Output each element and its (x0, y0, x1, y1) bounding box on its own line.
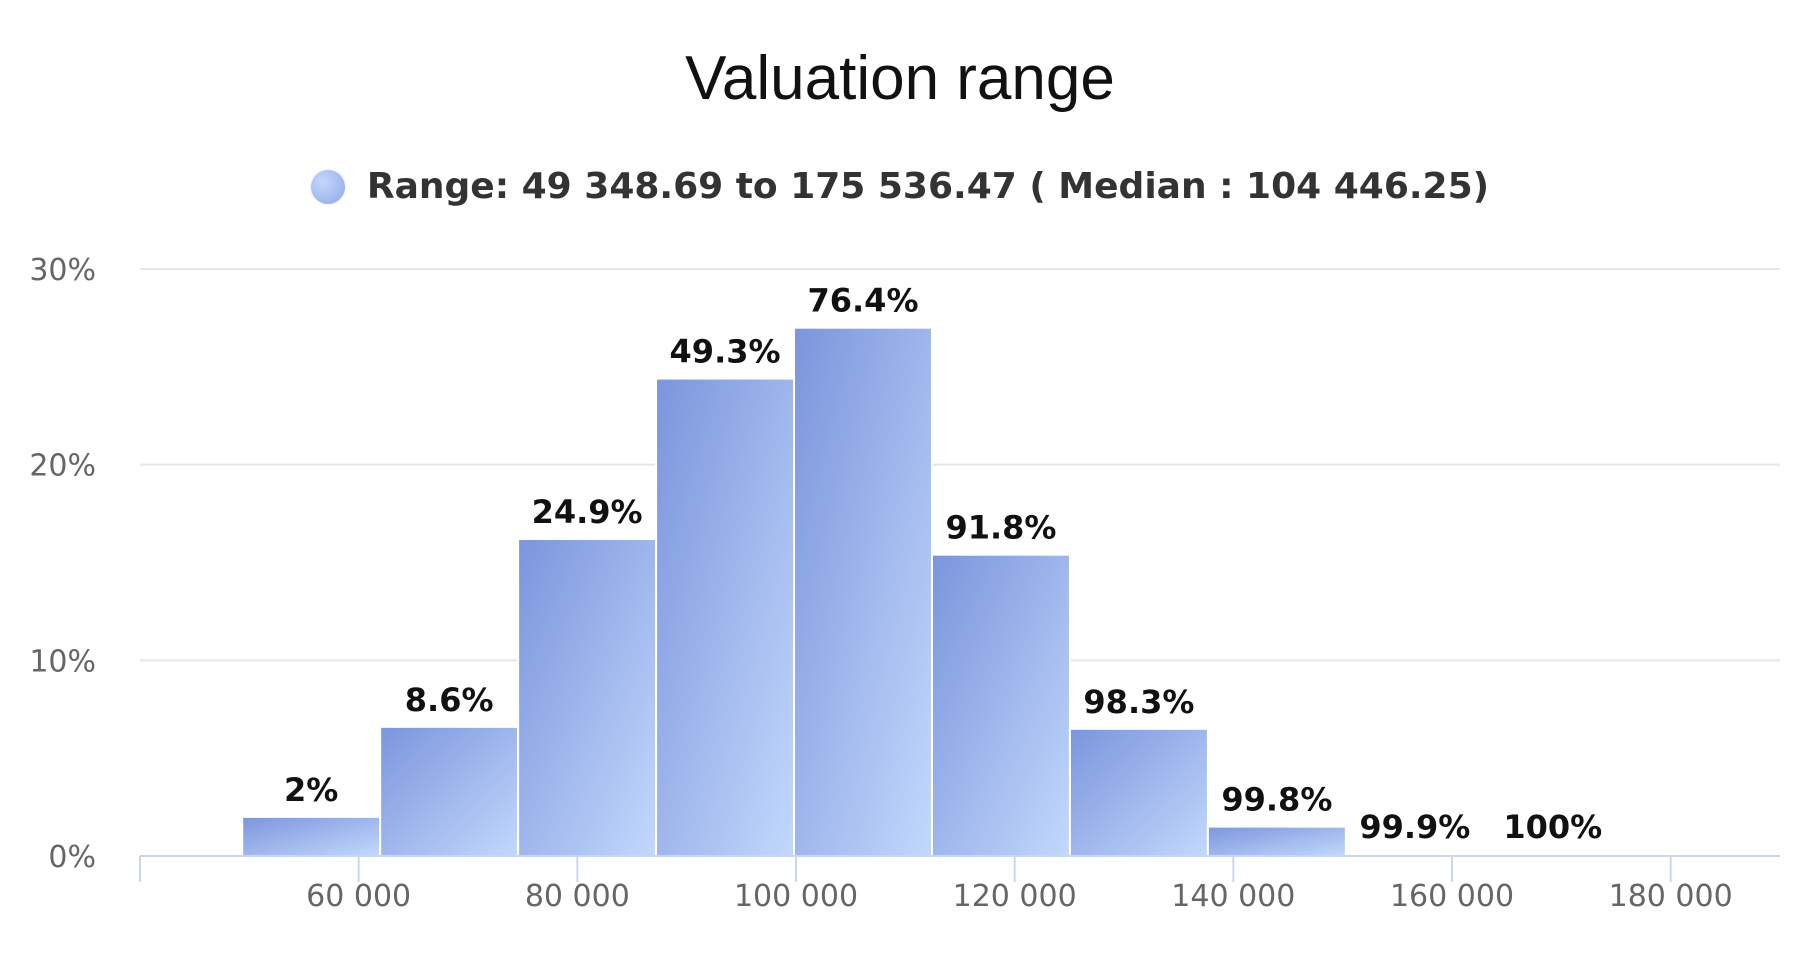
y-tick-label: 30% (29, 253, 96, 288)
data-label: 99.9% (1359, 808, 1470, 846)
x-tick-label: 180 000 (1609, 879, 1733, 914)
data-label: 100% (1503, 808, 1602, 846)
histogram-bar (379, 725, 520, 857)
x-axis: 60 000 80 000 100 000 120 000 140 000 160 000… (139, 855, 1780, 914)
histogram-bar (1068, 727, 1209, 857)
histogram-bar (517, 538, 658, 858)
y-axis-labels: 0% 10% 20% 30% (29, 253, 96, 875)
y-tick-label: 20% (29, 449, 96, 484)
x-tick-label: 80 000 (525, 879, 630, 914)
chart-title: Valuation range (685, 44, 1115, 113)
data-label: 8.6% (405, 681, 494, 719)
x-tick-label: 140 000 (1171, 879, 1295, 914)
data-labels: 2% 8.6% 24.9% 49.3% 76.4% 91.8% 98.3% 99.8% 99.9… (284, 282, 1602, 846)
x-tick-label: 100 000 (734, 879, 858, 914)
data-label: 91.8% (945, 509, 1056, 547)
histogram-bar (793, 326, 933, 857)
data-label: 24.9% (532, 493, 643, 531)
data-label: 98.3% (1083, 683, 1194, 721)
x-tick-label: 60 000 (306, 879, 411, 914)
data-label: 2% (284, 771, 338, 809)
y-tick-label: 10% (29, 644, 96, 679)
bars (241, 326, 1623, 858)
histogram-bar (241, 815, 382, 857)
data-label: 99.8% (1221, 781, 1332, 819)
y-tick-label: 0% (48, 840, 96, 875)
legend-symbol-icon (310, 169, 345, 204)
data-label: 49.3% (670, 333, 781, 371)
histogram-bar (930, 553, 1071, 857)
x-tick-label: 120 000 (953, 879, 1077, 914)
histogram-bar (1206, 825, 1347, 858)
histogram-bar (655, 377, 796, 857)
legend-label: Range: 49 348.69 to 175 536.47 ( Median … (366, 166, 1490, 207)
legend[interactable]: Range: 49 348.69 to 175 536.47 ( Median … (0, 166, 1800, 207)
data-label: 76.4% (807, 282, 918, 320)
x-tick-label: 160 000 (1390, 879, 1514, 914)
